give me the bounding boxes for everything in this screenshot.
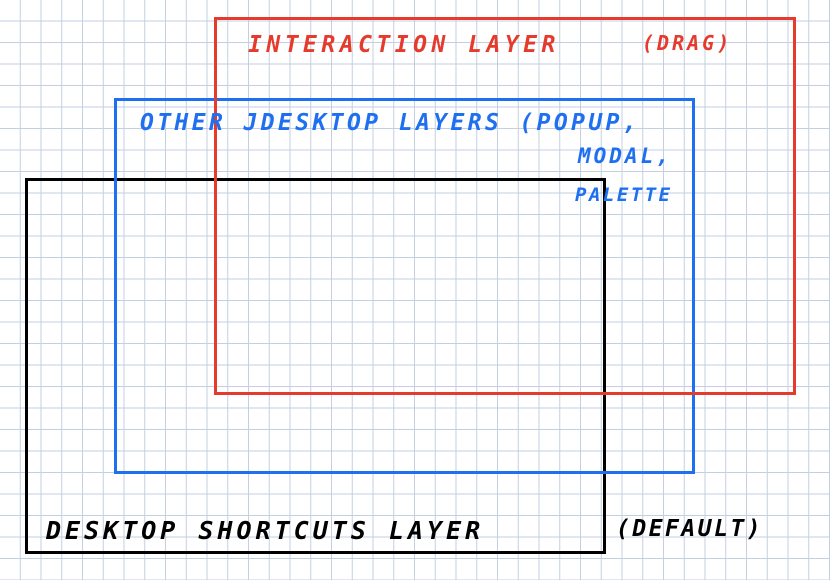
interaction-layer-box xyxy=(214,17,796,395)
other-desktop-layers-label-line2: MODAL, xyxy=(578,144,672,168)
desktop-shortcuts-layer-note: (DEFAULT) xyxy=(616,516,764,542)
other-desktop-layers-label-line3: PALETTE xyxy=(575,184,673,206)
other-desktop-layers-box xyxy=(114,98,695,474)
other-desktop-layers-label: OTHER JDESKTOP LAYERS (POPUP, xyxy=(140,110,641,136)
interaction-layer-note: (DRAG) xyxy=(642,31,733,55)
interaction-layer-label: INTERACTION LAYER xyxy=(248,32,560,58)
desktop-shortcuts-layer-label: DESKTOP SHORTCUTS LAYER xyxy=(46,516,485,545)
desktop-shortcuts-layer-box xyxy=(25,178,606,554)
